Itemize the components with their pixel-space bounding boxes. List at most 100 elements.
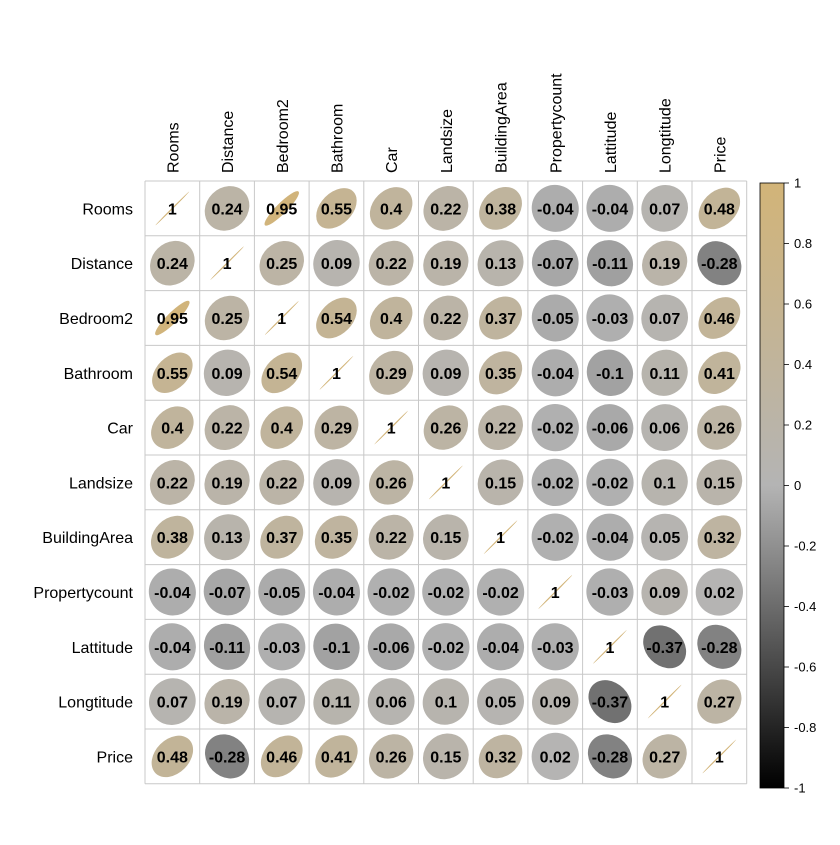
correlation-ellipse [531,349,579,397]
matrix-cell: 0.54 [261,352,303,394]
correlation-value-label: 0.35 [485,366,516,383]
correlation-value-label: -0.04 [482,640,519,657]
matrix-cell: 1 [155,191,190,226]
matrix-cell: 0.07 [148,678,196,725]
matrix-cell: 0.09 [532,678,579,725]
correlation-ellipse [478,351,523,395]
matrix-cell: 0.24 [204,186,250,231]
column-label: Distance [220,111,237,173]
correlation-ellipse [422,678,470,725]
correlation-ellipse [312,568,360,616]
correlation-ellipse [422,733,469,780]
matrix-cell: -0.04 [531,349,579,397]
correlation-ellipse [315,735,358,778]
correlation-ellipse [313,239,360,287]
correlation-value-label: 1 [277,311,286,328]
correlation-ellipse [477,678,525,726]
correlation-value-label: 0.4 [380,311,402,328]
colorbar-tick-label: 0.6 [794,297,812,312]
correlation-ellipse [264,301,299,335]
correlation-ellipse [586,458,634,507]
colorbar-tick-label: 0.8 [794,236,812,251]
matrix-cell: 0.07 [641,294,689,342]
matrix-cell: 0.32 [478,734,523,779]
correlation-ellipse [423,240,469,286]
correlation-value-label: 0.09 [649,585,680,602]
correlation-value-label: 0.15 [704,475,735,492]
correlation-ellipse [204,405,250,451]
correlation-ellipse [641,294,689,342]
matrix-cell: 0.38 [150,515,194,559]
matrix-cell: -0.07 [203,568,251,616]
correlation-value-label: 0.09 [321,475,352,492]
correlation-ellipse [477,240,524,287]
correlation-ellipse [531,623,579,671]
correlation-ellipse [423,295,469,341]
correlation-value-label: 1 [332,366,341,383]
correlation-ellipse [642,734,687,779]
correlation-ellipse [698,187,741,230]
matrix-cell: 0.35 [314,515,359,559]
correlation-ellipse [586,184,634,232]
matrix-cell: 1 [538,575,573,609]
correlation-ellipse [531,294,579,342]
matrix-cell: 0.4 [151,406,194,449]
matrix-cell: 0.46 [698,297,741,339]
correlation-ellipse [702,739,737,774]
matrix-cell: 0.22 [423,185,469,231]
matrix-cell: -0.04 [312,568,360,616]
matrix-cell: 0.4 [369,296,413,340]
correlation-value-label: 0.46 [704,311,735,328]
correlation-value-label: -0.02 [537,530,574,547]
matrix-cell: 0.19 [423,240,469,286]
matrix-cell: -0.05 [258,568,306,616]
matrix-cell: 0.41 [315,735,358,778]
correlation-ellipse [259,240,304,286]
correlation-value-label: 1 [660,695,669,712]
correlation-ellipse [148,568,196,616]
row-label: Bedroom2 [59,311,133,328]
labels-layer: Rooms Distance Bedroom2 Bathroom Car Landsize… [33,73,729,767]
matrix-cell: -0.07 [531,239,579,287]
matrix-cell: 0.55 [152,352,193,394]
correlation-value-label: 0.09 [540,695,571,712]
correlation-value-label: 0.27 [704,695,735,712]
correlation-ellipse [260,406,304,449]
matrix-cell: 0.15 [696,459,743,506]
correlation-value-label: 0.26 [704,421,735,438]
matrix-cell: 0.22 [423,295,469,341]
matrix-cell: 1 [429,465,463,500]
correlation-value-label: 0.22 [376,256,407,273]
correlation-value-label: 0.02 [540,749,571,766]
correlation-ellipse [478,405,523,451]
correlation-ellipse [258,678,306,725]
matrix-cell: 0.09 [641,568,688,616]
correlation-ellipse [319,355,354,390]
correlation-value-label: -0.02 [537,421,574,438]
correlation-value-label: 0.07 [649,311,680,328]
correlation-ellipse [369,296,413,340]
colorbar-tick-label: 1 [794,176,801,191]
correlation-value-label: 0.22 [157,475,188,492]
correlation-ellipse [264,191,299,226]
correlation-value-label: -0.03 [264,640,301,657]
matrix-cell: -0.04 [586,184,634,232]
row-label: Bathroom [64,366,133,383]
correlation-value-label: 0.95 [157,311,188,328]
correlation-value-label: 0.55 [157,366,188,383]
correlation-value-label: 0.29 [376,366,407,383]
correlation-ellipse [203,349,251,397]
matrix-cell: -0.02 [531,403,579,452]
correlation-ellipse [698,351,741,394]
correlation-value-label: -0.05 [264,585,301,602]
correlation-value-label: -0.28 [592,749,629,766]
correlation-value-label: 0.35 [321,530,352,547]
correlation-value-label: 0.06 [376,695,407,712]
correlation-ellipse [586,240,634,287]
colorbar-tick-label: -0.6 [794,660,816,675]
correlation-ellipse [479,296,523,340]
matrix-cell: -0.03 [586,294,634,342]
row-label: Lattitude [72,640,133,657]
matrix-cell: 0.22 [204,405,250,451]
